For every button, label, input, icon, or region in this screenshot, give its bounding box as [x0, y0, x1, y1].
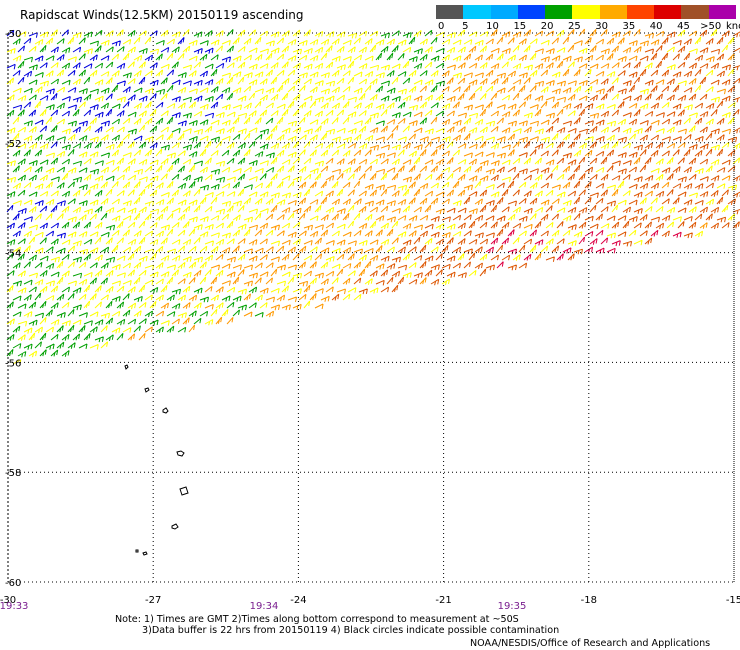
island-outline: [176, 450, 185, 457]
legend-color-bar: [436, 5, 736, 19]
island-outline: [171, 523, 179, 530]
island-outline: [124, 364, 129, 370]
legend-label: 45: [677, 21, 690, 32]
legend-label: 25: [567, 21, 581, 32]
legend-label: 35: [622, 21, 636, 32]
map-grid: [7, 32, 735, 583]
time-label: 19:35: [498, 601, 527, 612]
latitude-label: -56: [5, 358, 21, 369]
legend-swatch: [517, 5, 546, 19]
island-outline: [179, 486, 189, 496]
map-frame: [7, 32, 735, 583]
island-outline: [135, 549, 139, 553]
latitude-label: -58: [5, 468, 21, 479]
legend-swatch: [490, 5, 518, 19]
latitude-label: -60: [5, 578, 21, 589]
legend-swatch: [599, 5, 627, 19]
wind-speed-legend: 0 5 10 15 20 25 30 35 40 45 >50 knots: [436, 5, 740, 35]
longitude-label: -30: [0, 595, 16, 606]
latitude-label: -52: [5, 139, 21, 150]
legend-label: 10: [486, 21, 499, 32]
legend-swatch: [681, 5, 709, 19]
legend-label: >50: [700, 21, 722, 32]
credit-line: NOAA/NESDIS/Office of Research and Appli…: [470, 638, 711, 649]
coastline-outlines: [124, 364, 189, 556]
legend-swatch: [545, 5, 573, 19]
legend-swatch: [654, 5, 682, 19]
legend-swatch: [436, 5, 464, 19]
longitude-labels: -30 -27 -24 -21 -18 -15: [0, 595, 740, 606]
notes: Note: 1) Times are GMT 2)Times along bot…: [115, 614, 559, 636]
longitude-label: -18: [581, 595, 597, 606]
longitude-label: -27: [145, 595, 161, 606]
note-line-1: Note: 1) Times are GMT 2)Times along bot…: [115, 614, 519, 625]
latitude-label: -54: [5, 249, 21, 260]
legend-swatch: [626, 5, 655, 19]
wind-barb-group: [6, 29, 445, 358]
longitude-label: -21: [435, 595, 451, 606]
island-outline: [144, 387, 150, 393]
time-labels: 19:33 19:34 19:35: [0, 601, 526, 612]
legend-swatch: [708, 5, 736, 19]
latitude-labels: -50 -52 -54 -56 -58 -60: [5, 29, 21, 589]
island-outline: [142, 551, 148, 556]
time-label: 19:34: [250, 601, 279, 612]
longitude-label: -15: [726, 595, 740, 606]
time-label: 19:33: [0, 601, 28, 612]
wind-barbs: [6, 28, 740, 365]
wind-barb-group: [6, 29, 231, 239]
legend-labels: 0 5 10 15 20 25 30 35 40 45 >50 knots: [436, 19, 740, 33]
legend-swatch: [463, 5, 491, 19]
legend-unit: knots: [726, 21, 740, 32]
legend-label: 5: [462, 21, 469, 32]
legend-label: 0: [438, 21, 445, 32]
note-line-2: 3)Data buffer is 22 hrs from 20150119 4)…: [142, 625, 560, 636]
island-outline: [162, 407, 169, 414]
map-title: Rapidscat Winds(12.5KM) 20150119 ascendi…: [20, 8, 304, 22]
wind-barb-group: [331, 29, 740, 301]
wind-barb-group: [127, 28, 735, 341]
wind-barb-group: [485, 229, 682, 269]
legend-label: 40: [649, 21, 663, 32]
legend-swatch: [572, 5, 600, 19]
legend-label: 20: [540, 21, 554, 32]
wind-barb-group: [6, 28, 740, 365]
legend-label: 30: [595, 21, 608, 32]
legend-label: 15: [513, 21, 527, 32]
longitude-label: -24: [290, 595, 306, 606]
latitude-label: -50: [5, 29, 21, 40]
